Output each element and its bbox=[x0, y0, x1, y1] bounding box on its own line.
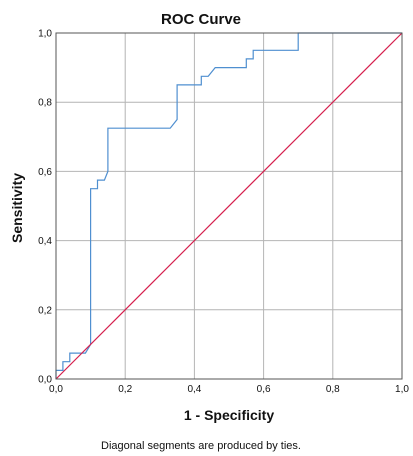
y-tick-label: 1,0 bbox=[38, 29, 52, 40]
x-tick-label: 0,0 bbox=[49, 384, 63, 395]
reference-diagonal-line bbox=[55, 32, 403, 380]
series-group bbox=[55, 32, 403, 380]
x-tick-label: 0,6 bbox=[257, 384, 271, 395]
x-tick-label: 1,0 bbox=[395, 384, 409, 395]
y-tick-label: 0,4 bbox=[38, 236, 52, 247]
plot-frame bbox=[55, 32, 403, 380]
y-tick-label: 0,8 bbox=[38, 98, 52, 109]
x-tick-label: 0,4 bbox=[187, 384, 201, 395]
y-tick-label: 0,2 bbox=[38, 305, 52, 316]
y-tick-label: 0,0 bbox=[38, 375, 52, 386]
x-tick-label: 0,8 bbox=[326, 384, 340, 395]
roc-curve-line bbox=[55, 32, 402, 379]
y-tick-label: 0,6 bbox=[38, 167, 52, 178]
footnote: Diagonal segments are produced by ties. bbox=[101, 440, 301, 452]
x-axis-title: 1 - Specificity bbox=[184, 407, 274, 423]
y-axis-title: Sensitivity bbox=[9, 173, 25, 243]
y-tick-labels: 0,0 0,2 0,4 0,6 0,8 1,0 bbox=[38, 29, 52, 386]
x-tick-labels: 0,0 0,2 0,4 0,6 0,8 1,0 bbox=[49, 384, 409, 395]
grid bbox=[56, 33, 402, 379]
x-tick-label: 0,2 bbox=[118, 384, 132, 395]
chart-title: ROC Curve bbox=[161, 11, 241, 28]
